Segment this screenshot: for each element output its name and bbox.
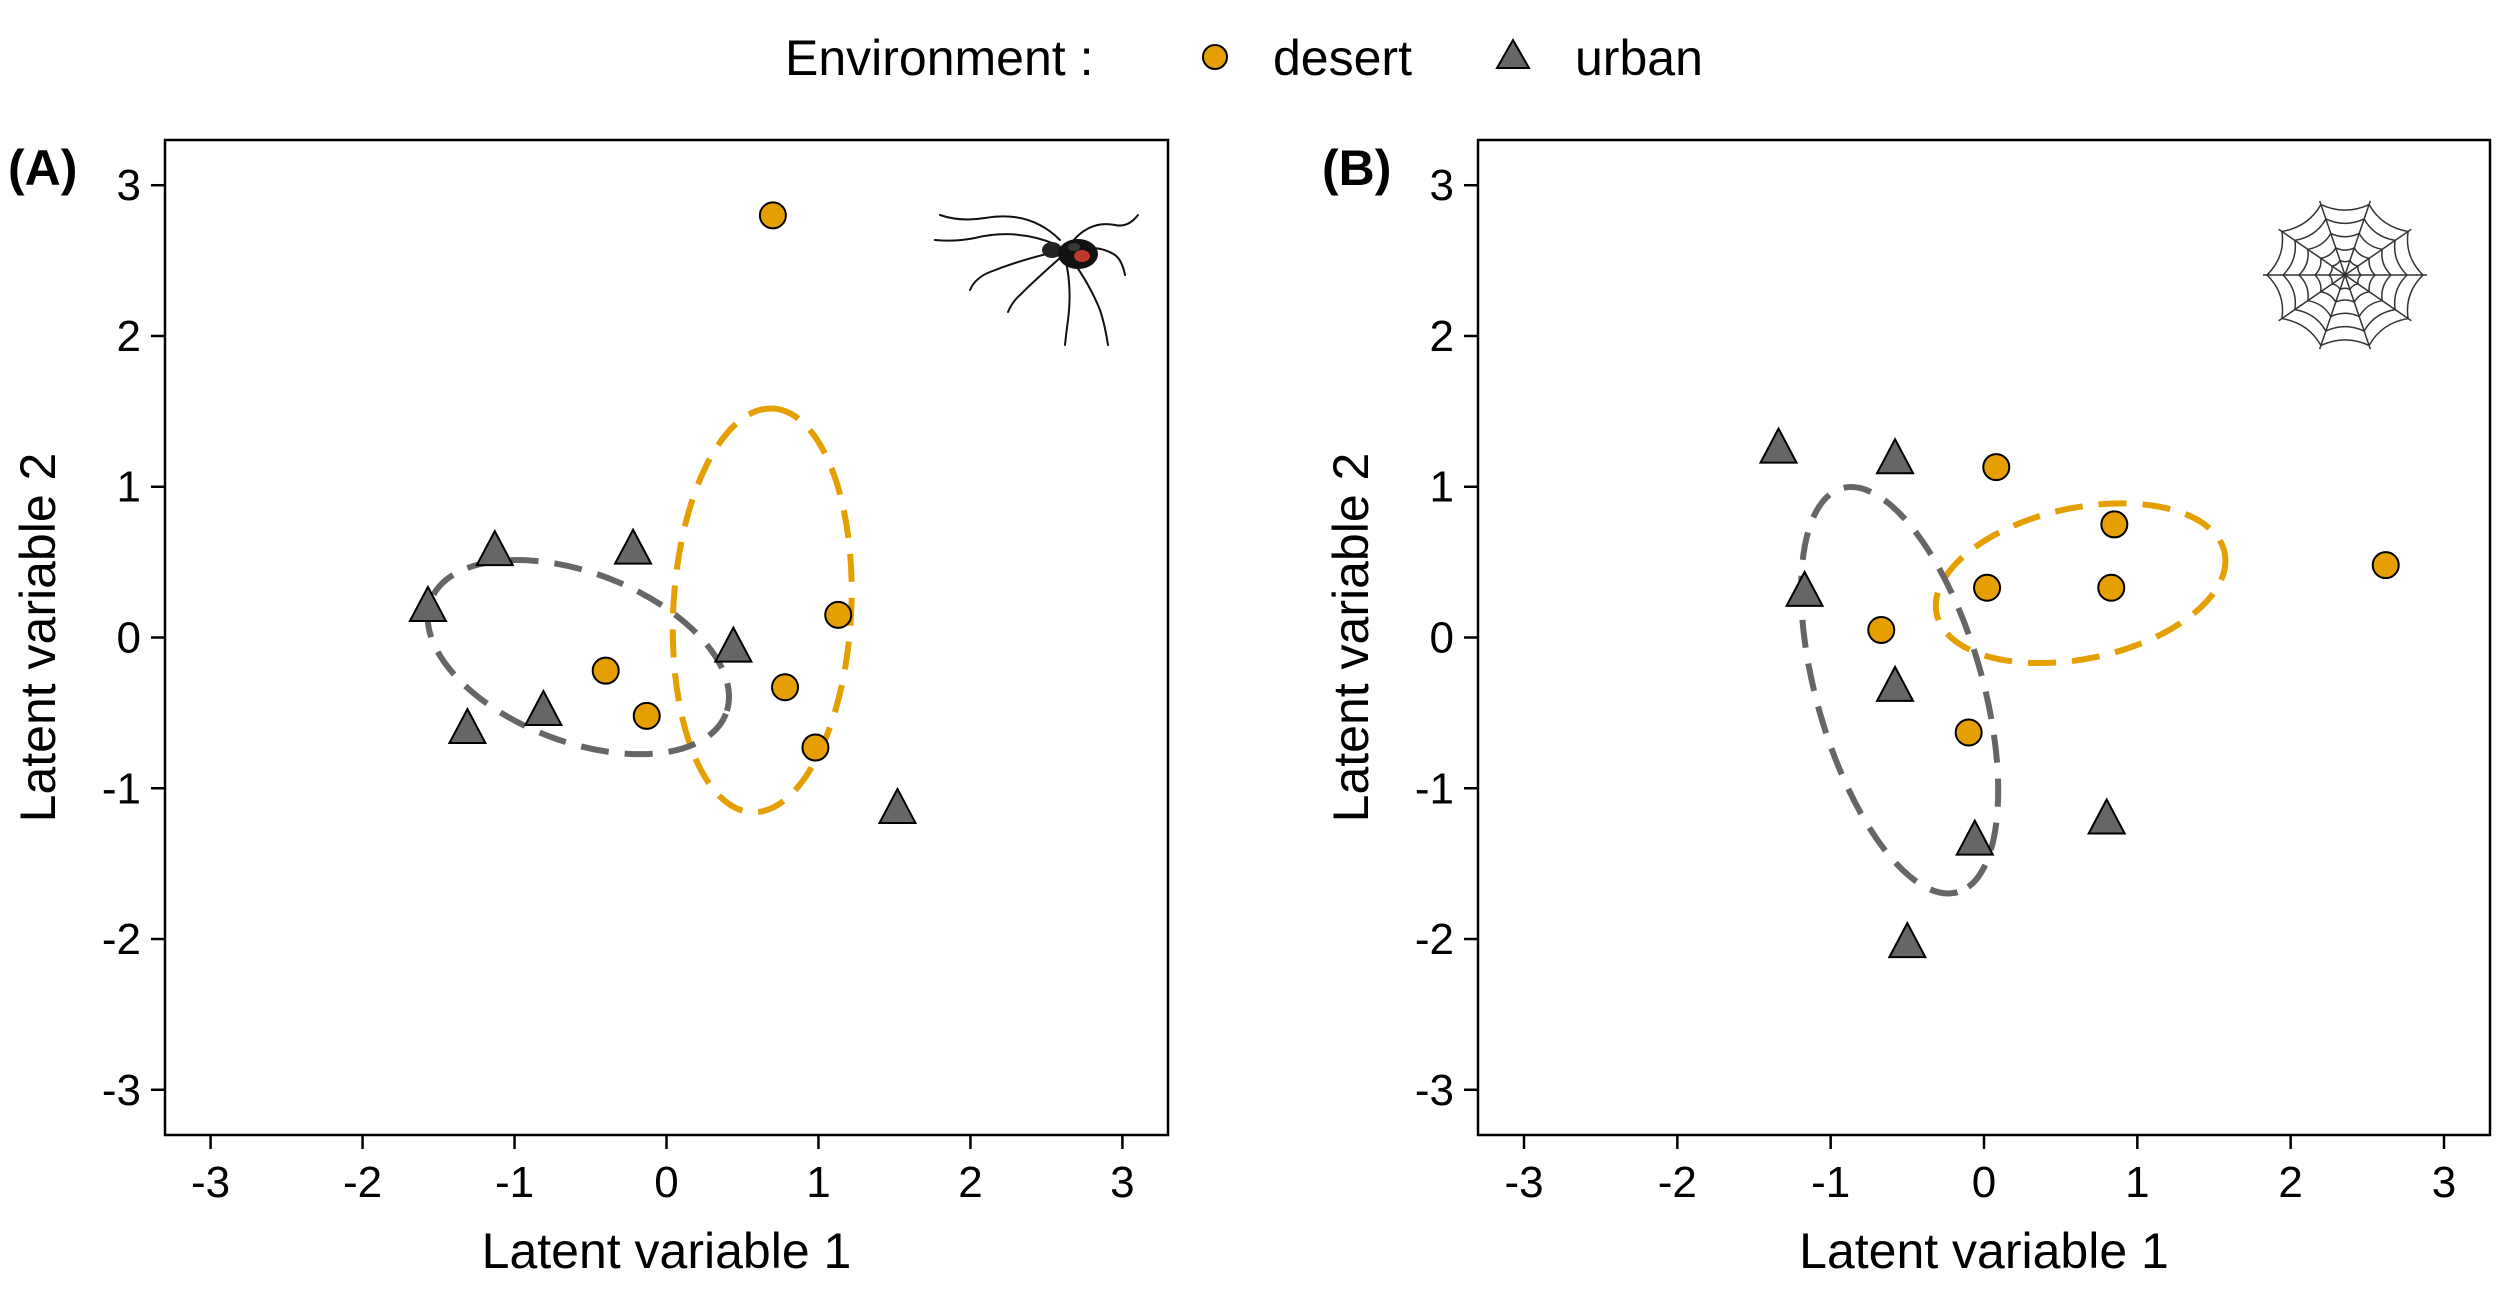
x-tick-label: 2 — [958, 1158, 982, 1207]
plot-area — [1758, 426, 2400, 959]
y-tick-label: 1 — [1430, 463, 1454, 512]
point-desert — [1867, 615, 1896, 644]
point-urban — [1887, 921, 1927, 959]
x-tick-label: -3 — [191, 1158, 230, 1207]
point-desert — [771, 673, 800, 702]
point-desert — [1954, 718, 1983, 747]
x-tick-label: 3 — [1110, 1158, 1134, 1207]
x-axis-title: Latent variable 1 — [1799, 1223, 2169, 1279]
point-urban — [408, 584, 448, 622]
legend-marker-desert — [1202, 44, 1228, 70]
confidence-ellipse-urban — [424, 557, 732, 758]
legend-label-desert: desert — [1273, 30, 1412, 86]
point-urban — [713, 625, 754, 663]
point-desert — [824, 600, 853, 629]
y-tick-label: -3 — [102, 1066, 141, 1115]
x-tick-label: 0 — [1972, 1158, 1996, 1207]
x-tick-label: -1 — [1811, 1158, 1850, 1207]
point-desert — [2097, 573, 2126, 602]
point-urban — [1758, 426, 1799, 464]
x-tick-label: 3 — [2432, 1158, 2456, 1207]
panel-a: (A) -3 -2 -1 0 1 2 3 -3 -2 -1 0 1 2 3 Latent variable 1… — [8, 138, 1170, 1279]
point-urban — [475, 529, 515, 567]
legend-title: Environment : — [785, 30, 1093, 86]
legend-marker-urban — [1495, 37, 1531, 69]
x-tick-label: 1 — [806, 1158, 830, 1207]
point-urban — [1875, 437, 1915, 475]
confidence-ellipse-urban — [1798, 484, 2002, 897]
point-urban — [1955, 818, 1995, 856]
panel-b: (B) -3 -2 -1 0 1 2 3 -3 -2 -1 0 1 2 3 Latent variable 1… — [1322, 138, 2492, 1279]
spider-icon — [934, 214, 1139, 346]
point-urban — [1784, 569, 1825, 607]
confidence-ellipse-desert — [1932, 500, 2229, 667]
point-urban — [1875, 664, 1915, 702]
y-tick-label: 1 — [117, 463, 141, 512]
plot-area — [408, 201, 918, 824]
point-urban — [613, 527, 653, 565]
point-desert — [1982, 453, 2011, 482]
legend: Environment : desert urban — [785, 30, 1703, 86]
point-desert — [591, 656, 620, 685]
x-tick-label: 1 — [2125, 1158, 2149, 1207]
plot-frame — [163, 138, 1170, 1137]
point-urban — [2087, 797, 2127, 835]
panel-label: (B) — [1322, 140, 1391, 196]
y-tick-label: -3 — [1415, 1066, 1454, 1115]
y-tick-label: 0 — [117, 614, 141, 663]
x-tick-label: 2 — [2278, 1158, 2302, 1207]
point-desert — [632, 701, 661, 730]
spiderweb-icon — [2263, 200, 2427, 350]
y-tick-label: -1 — [1415, 764, 1454, 813]
point-desert — [801, 733, 830, 762]
y-tick-label: 3 — [117, 161, 141, 210]
y-tick-label: -2 — [1415, 915, 1454, 964]
point-desert — [2100, 510, 2129, 539]
x-tick-label: -2 — [343, 1158, 382, 1207]
y-tick-label: -2 — [102, 915, 141, 964]
x-axis-title: Latent variable 1 — [482, 1223, 852, 1279]
x-tick-label: -3 — [1504, 1158, 1543, 1207]
x-tick-label: -2 — [1658, 1158, 1697, 1207]
panel-label: (A) — [8, 140, 77, 196]
y-axis-title: Latent variable 2 — [10, 453, 66, 823]
legend-label-urban: urban — [1575, 30, 1703, 86]
point-desert — [758, 201, 787, 230]
plot-frame — [1476, 138, 2492, 1137]
y-tick-label: 2 — [1430, 312, 1454, 361]
y-tick-label: 3 — [1430, 161, 1454, 210]
point-urban — [877, 786, 918, 824]
point-desert — [1973, 573, 2002, 602]
point-urban — [523, 688, 564, 726]
x-tick-label: -1 — [495, 1158, 534, 1207]
point-urban — [447, 706, 488, 745]
y-axis-title: Latent variable 2 — [1323, 453, 1379, 823]
y-tick-label: 2 — [117, 312, 141, 361]
point-desert — [2371, 551, 2400, 580]
y-tick-label: 0 — [1430, 614, 1454, 663]
y-tick-label: -1 — [102, 764, 141, 813]
x-tick-label: 0 — [654, 1158, 678, 1207]
